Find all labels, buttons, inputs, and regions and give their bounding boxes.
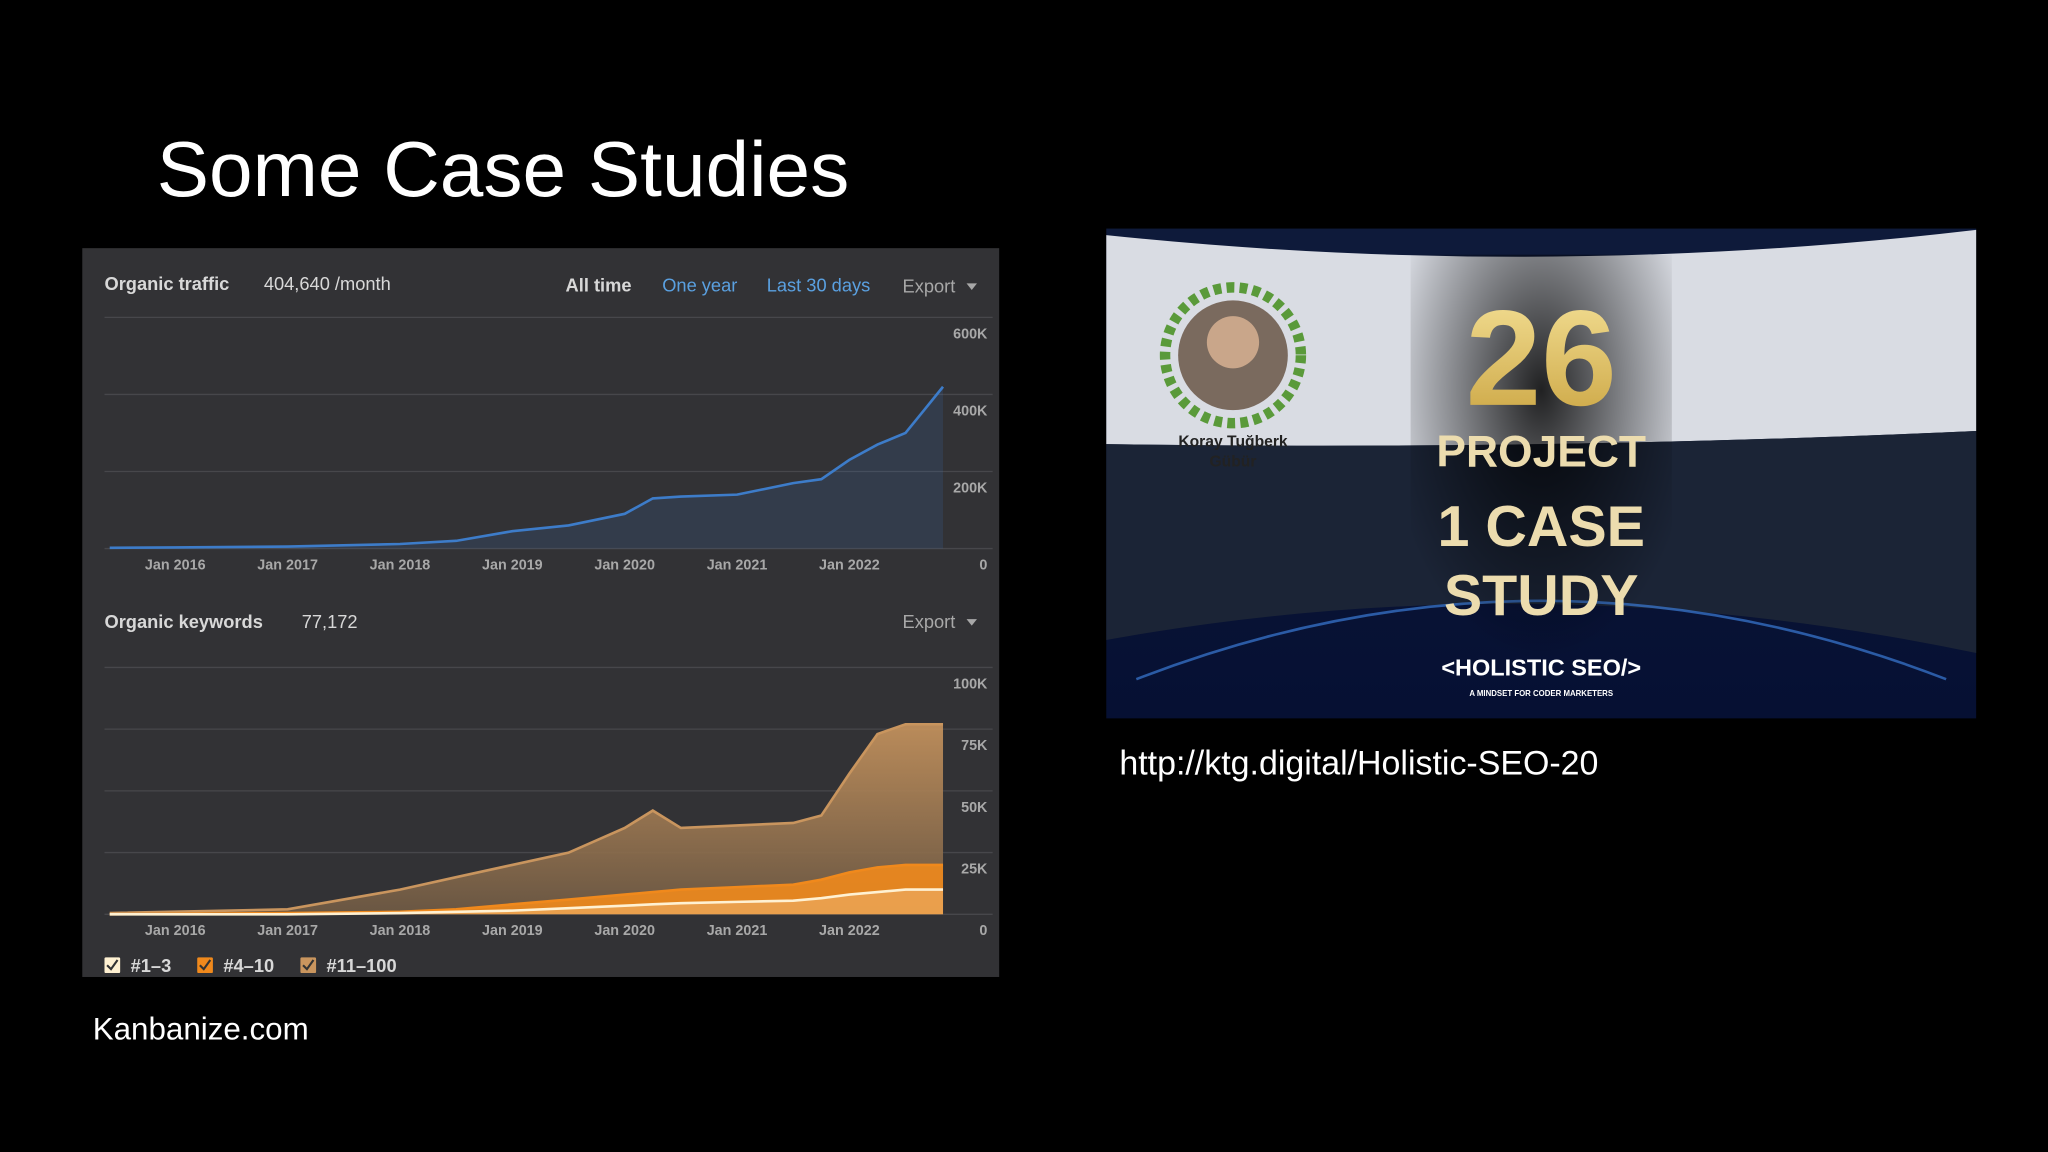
y-tick-label: 0 <box>979 557 987 573</box>
legend-check <box>106 959 119 971</box>
text-shade <box>1410 254 1672 706</box>
range-button[interactable]: All time <box>566 274 632 295</box>
y-tick-label: 200K <box>953 480 988 496</box>
thumbnail-number: 26 <box>1466 282 1617 434</box>
x-tick-label: Jan 2018 <box>370 923 431 939</box>
laurel <box>1159 282 1307 429</box>
chart-subtitle: 77,172 <box>302 611 358 632</box>
thumbnail-text: PROJECT <box>1436 427 1646 476</box>
x-tick-label: Jan 2019 <box>482 923 543 939</box>
x-tick-label: Jan 2016 <box>145 923 206 939</box>
y-tick-label: 100K <box>953 676 988 692</box>
area-fill <box>109 724 944 915</box>
x-tick-label: Jan 2021 <box>707 557 768 573</box>
export-button[interactable]: Export <box>903 276 956 297</box>
person-name: Gübür <box>1209 453 1256 470</box>
caption: Kanbanize.com <box>93 1012 309 1047</box>
export-button[interactable]: Export <box>903 611 956 632</box>
x-tick-label: Jan 2021 <box>707 923 768 939</box>
chart-title: Organic traffic <box>104 273 229 294</box>
avatar-face <box>1206 316 1260 369</box>
caption: http://ktg.digital/Holistic-SEO-20 <box>1119 745 1598 783</box>
legend-checkbox <box>300 957 317 974</box>
x-tick-label: Jan 2017 <box>257 923 318 939</box>
dropdown-arrow <box>966 619 977 626</box>
area-line <box>109 888 944 916</box>
x-tick-label: Jan 2018 <box>370 557 431 573</box>
area-line <box>109 863 944 916</box>
x-tick-label: Jan 2022 <box>819 557 880 573</box>
person-name: Koray Tuğberk <box>1178 434 1288 451</box>
range-button[interactable]: Last 30 days <box>767 274 871 295</box>
thumbnail[interactable]: Koray Tuğberk Gübür 26 PROJECT 1 CASE ST… <box>1106 228 1977 719</box>
y-tick-label: 75K <box>961 738 988 754</box>
legend-check <box>199 959 212 971</box>
line <box>109 385 945 550</box>
y-tick-label: 600K <box>953 326 988 342</box>
y-tick-label: 25K <box>961 861 988 877</box>
range-button[interactable]: One year <box>662 274 737 295</box>
x-tick-label: Jan 2016 <box>145 557 206 573</box>
traffic-chart: Organic traffic 404,640 /month All time … <box>104 273 993 573</box>
brand: <HOLISTIC SEO/> <box>1441 654 1641 680</box>
y-tick-label: 50K <box>961 800 988 816</box>
dropdown-arrow <box>966 283 977 290</box>
legend-checkbox <box>104 957 121 974</box>
thumbnail-text: STUDY <box>1444 564 1639 628</box>
tagline: A MINDSET FOR CODER MARKETERS <box>1469 689 1613 698</box>
thumbnail-text: 1 CASE <box>1437 495 1645 559</box>
chart-subtitle: 404,640 /month <box>264 273 391 294</box>
area-fill <box>109 889 944 915</box>
x-tick-label: Jan 2020 <box>594 923 655 939</box>
area-line <box>109 722 944 915</box>
y-tick-label: 0 <box>979 923 987 939</box>
keywords-chart: Organic keywords 77,172 Export 0 25K 50K 75… <box>104 611 993 976</box>
chart-title: Organic keywords <box>104 611 262 632</box>
legend-label: #4–10 <box>223 955 274 976</box>
y-tick-label: 400K <box>953 403 988 419</box>
legend-label: #11–100 <box>327 955 397 976</box>
legend-check <box>302 959 315 971</box>
legend-checkbox <box>197 957 213 974</box>
slide-title: Some Case Studies <box>157 125 850 213</box>
x-tick-label: Jan 2017 <box>257 557 318 573</box>
x-tick-label: Jan 2019 <box>482 557 543 573</box>
area-fill <box>109 386 944 549</box>
legend-label: #1–3 <box>131 955 172 976</box>
x-tick-label: Jan 2022 <box>819 923 880 939</box>
x-tick-label: Jan 2020 <box>594 557 655 573</box>
